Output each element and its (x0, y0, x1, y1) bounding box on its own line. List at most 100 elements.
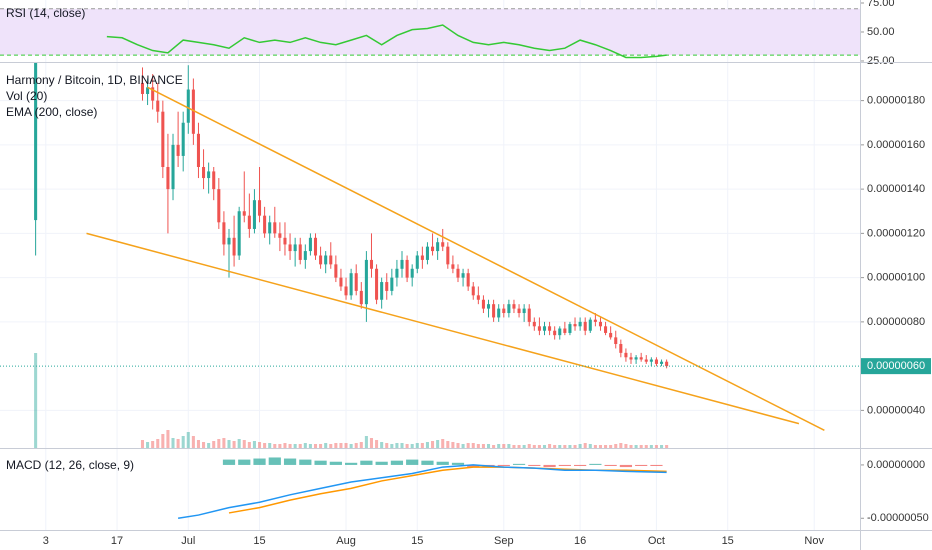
volume-bar (308, 444, 312, 448)
volume-bar (568, 445, 572, 448)
volume-bar (385, 443, 389, 448)
candle-body (553, 330, 557, 336)
candle-body (140, 82, 145, 94)
volume-bar (151, 441, 155, 448)
volume-bar (395, 443, 399, 448)
y-tick-label: 25.00 (867, 55, 895, 67)
volume-bar (497, 444, 501, 448)
volume-bar (329, 444, 333, 448)
candle-body (415, 255, 419, 269)
candle-body (542, 326, 547, 331)
candle-body (431, 246, 435, 252)
y-tick-label: 0.00000040 (867, 404, 925, 416)
macd-histogram-bar (329, 461, 342, 465)
macd-histogram-bar (512, 463, 526, 465)
volume-bar (553, 445, 557, 448)
y-tick-label: 50.00 (867, 26, 895, 38)
candle-body (375, 268, 379, 300)
candle-body (313, 237, 318, 256)
candle-body (349, 273, 353, 296)
volume-bar (181, 436, 185, 448)
volume-bar (273, 444, 277, 448)
y-tick-label: 0.00000000 (867, 459, 925, 471)
volume-bar (471, 443, 475, 448)
volume-bar (344, 443, 348, 448)
candle-body (385, 282, 389, 291)
candle-body (252, 200, 256, 229)
volume-bar (598, 445, 602, 448)
candle-body (400, 259, 404, 269)
last-price-box (861, 358, 931, 375)
volume-bar (634, 445, 638, 448)
candle-body (156, 100, 160, 112)
candle-body (517, 308, 521, 314)
volume-bar (283, 443, 287, 448)
volume-bar (507, 444, 511, 448)
candle-body (573, 324, 577, 327)
y-tick-label: 0.00000080 (867, 316, 925, 328)
candle-body (34, 63, 38, 221)
volume-bar (441, 439, 445, 448)
macd-histogram-bar (283, 458, 297, 465)
y-tick-label: 0.00000120 (867, 227, 925, 239)
volume-bar (512, 445, 516, 448)
candle-body (466, 273, 470, 287)
volume-bar (313, 444, 318, 448)
volume-bar (212, 441, 216, 448)
x-tick-label: Nov (804, 535, 824, 547)
volume-bar (364, 436, 368, 448)
chart-title: Harmony / Bitcoin, 1D, BINANCE (6, 73, 183, 87)
candle-body (298, 244, 302, 260)
volume-bar (278, 444, 282, 448)
volume-bar (359, 442, 363, 448)
volume-bar (446, 441, 450, 448)
volume-bar (258, 442, 262, 448)
candle-body (507, 304, 511, 314)
candle-body (461, 273, 465, 278)
x-tick-label: 15 (253, 535, 265, 547)
volume-bar (436, 440, 440, 448)
y-tick-label: 75.00 (867, 0, 895, 9)
candle-body (481, 299, 485, 309)
volume-bar (146, 442, 150, 448)
candle-body (278, 233, 282, 238)
macd-histogram-bar (406, 459, 419, 465)
candle-body (446, 246, 450, 265)
volume-bar (604, 445, 608, 448)
volume-bar (425, 442, 429, 448)
volume-bar (405, 444, 409, 448)
macd-histogram-bar (390, 460, 404, 465)
candle-body (629, 357, 633, 360)
macd-histogram-bar (360, 460, 373, 465)
macd-histogram-bar (375, 461, 388, 465)
macd-histogram-bar (314, 460, 327, 465)
candle-body (242, 211, 246, 216)
volume-bar (161, 434, 165, 448)
macd-histogram-bar (497, 464, 510, 466)
macd-histogram-bar (558, 464, 571, 466)
candle-body (212, 171, 216, 190)
candle-body (456, 268, 460, 278)
volume-bar (624, 444, 628, 448)
volume-bar (481, 444, 485, 448)
candle-body (451, 264, 455, 269)
volume-bar (319, 444, 323, 448)
volume-bar (375, 440, 379, 448)
macd-histogram-bar (574, 464, 587, 466)
volume-bar (222, 438, 226, 448)
candle-body (303, 251, 307, 260)
candle-body (537, 326, 541, 331)
candle-body (624, 352, 628, 358)
volume-bar (288, 444, 292, 448)
candle-body (512, 304, 516, 309)
volume-bar (654, 445, 658, 448)
candle-body (176, 144, 180, 156)
candle-body (268, 222, 272, 234)
candle-body (609, 332, 613, 338)
candle-body (161, 111, 165, 167)
volume-bar (486, 444, 491, 448)
volume-bar (263, 443, 267, 448)
main-plot (34, 63, 825, 448)
